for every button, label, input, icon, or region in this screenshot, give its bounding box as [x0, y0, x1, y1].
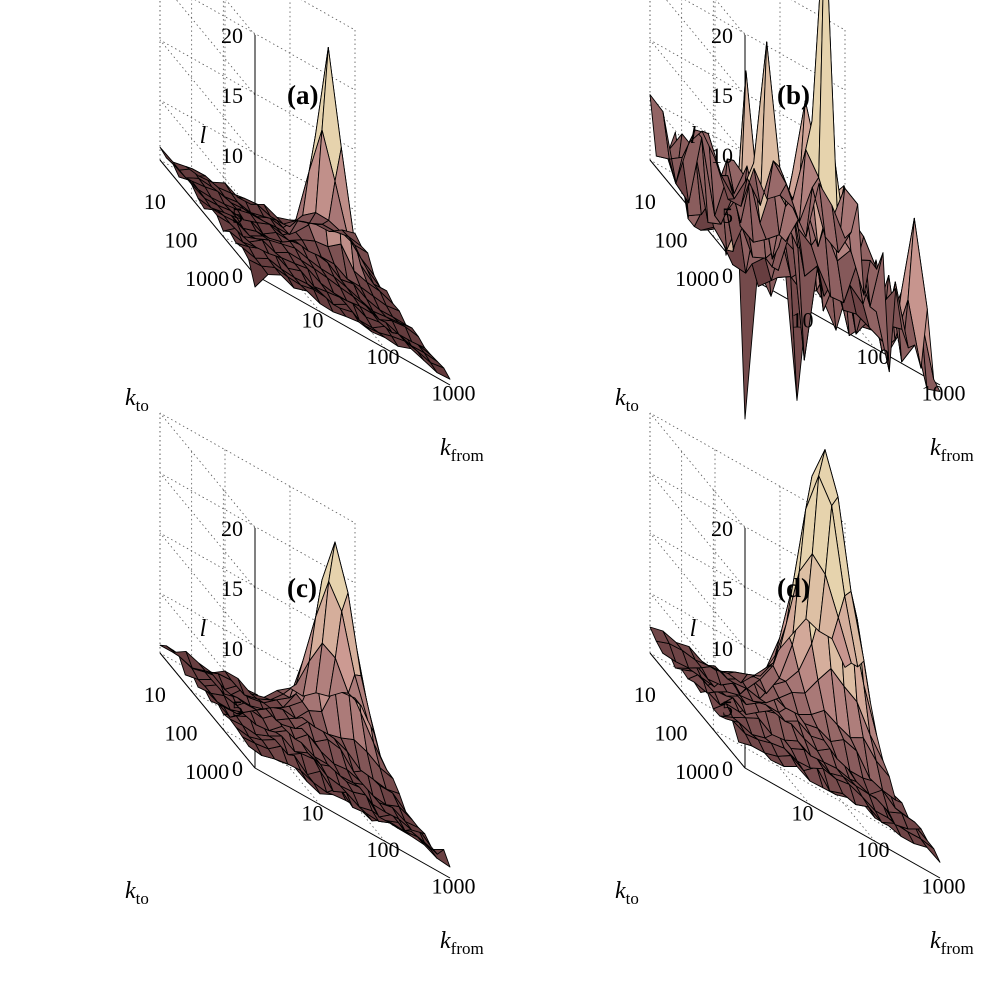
grid-line — [666, 0, 846, 96]
z-axis-label: l — [690, 616, 697, 642]
panel-label: (c) — [287, 573, 317, 603]
z-tick-label: 0 — [722, 756, 733, 781]
y-tick-label: 10 — [144, 189, 166, 214]
grid-line — [159, 39, 356, 156]
z-tick-label: 15 — [711, 83, 733, 108]
x-axis-line — [744, 274, 941, 386]
z-tick-label: 20 — [711, 23, 733, 48]
x-axis-line — [254, 767, 451, 879]
x-tick-label: 10 — [302, 800, 324, 825]
grid-line — [649, 532, 846, 649]
y-axis-label: kto — [615, 878, 639, 908]
z-tick-label: 0 — [232, 263, 243, 288]
surface-facet — [831, 617, 852, 668]
z-tick-label: 10 — [221, 143, 243, 168]
z-tick-label: 20 — [221, 516, 243, 541]
z-tick-label: 10 — [221, 636, 243, 661]
y-axis-line — [649, 652, 746, 769]
y-tick-label: 1000 — [675, 759, 719, 784]
y-tick-label: 100 — [165, 721, 198, 746]
x-axis-line — [254, 274, 451, 386]
x-axis-line — [744, 767, 941, 879]
grid-line — [649, 39, 846, 156]
x-tick-label: 100 — [367, 837, 400, 862]
surface-mesh — [649, 449, 941, 863]
surface-facet — [649, 94, 670, 160]
y-axis-line — [159, 159, 256, 276]
z-tick-label: 20 — [221, 23, 243, 48]
y-axis-label: kto — [125, 878, 149, 908]
z-tick-label: 10 — [711, 143, 733, 168]
grid-line — [159, 412, 356, 529]
y-tick-label: 100 — [165, 228, 198, 253]
panel-b: 0 5 10 15 20 10 100 1000 10 100 1000 l kto kfrom (b) — [615, 0, 974, 465]
x-axis-label: kfrom — [930, 928, 974, 958]
x-tick-label: 1000 — [432, 874, 476, 899]
surface-mesh — [649, 0, 941, 420]
x-axis-label: kfrom — [440, 928, 484, 958]
panel-c: 0 5 10 15 20 10 100 1000 10 100 1000 l kto kfrom (c) — [125, 412, 484, 958]
y-tick-label: 10 — [634, 682, 656, 707]
y-tick-label: 1000 — [185, 266, 229, 291]
z-axis-label: l — [690, 123, 697, 149]
x-axis-label: kfrom — [930, 435, 974, 465]
x-tick-label: 1000 — [922, 874, 966, 899]
z-tick-label: 5 — [722, 203, 733, 228]
z-tick-label: 5 — [722, 696, 733, 721]
y-axis-label: kto — [615, 385, 639, 415]
x-axis-label: kfrom — [440, 435, 484, 465]
surface-mesh — [159, 47, 451, 380]
surface-facet — [831, 205, 852, 254]
panel-a: 0 5 10 15 20 10 100 1000 10 100 1000 l kto kfrom (a) — [125, 0, 484, 465]
surface-facet — [920, 838, 941, 863]
z-tick-label: 15 — [711, 576, 733, 601]
grid-line — [159, 99, 356, 216]
x-tick-label: 100 — [367, 344, 400, 369]
surface-facet — [341, 229, 362, 247]
z-tick-label: 5 — [232, 203, 243, 228]
y-tick-label: 1000 — [185, 759, 229, 784]
z-tick-label: 20 — [711, 516, 733, 541]
y-tick-label: 1000 — [675, 266, 719, 291]
x-tick-label: 1000 — [432, 381, 476, 406]
grid-line — [225, 0, 356, 36]
grid-line — [649, 412, 846, 529]
x-tick-label: 100 — [857, 837, 890, 862]
panel-label: (d) — [777, 573, 810, 603]
y-axis-label: kto — [125, 385, 149, 415]
x-tick-label: 100 — [857, 344, 890, 369]
y-tick-label: 100 — [655, 721, 688, 746]
y-tick-label: 10 — [634, 189, 656, 214]
y-axis-line — [159, 652, 256, 769]
z-tick-label: 0 — [232, 756, 243, 781]
grid-line — [715, 0, 846, 36]
grid-line — [159, 472, 356, 589]
y-tick-label: 10 — [144, 682, 166, 707]
surface-mesh — [159, 541, 451, 868]
y-tick-label: 100 — [655, 228, 688, 253]
grid-line — [176, 0, 356, 96]
x-tick-label: 10 — [792, 800, 814, 825]
z-tick-label: 15 — [221, 576, 243, 601]
x-tick-label: 10 — [792, 307, 814, 332]
z-tick-label: 10 — [711, 636, 733, 661]
x-tick-label: 1000 — [922, 381, 966, 406]
z-tick-label: 0 — [722, 263, 733, 288]
grid-line — [649, 472, 846, 589]
surface-facet — [341, 692, 362, 707]
z-axis-label: l — [200, 616, 207, 642]
grid-line — [713, 729, 909, 841]
panel-d: 0 5 10 15 20 10 100 1000 10 100 1000 l kto kfrom (d) — [615, 412, 974, 958]
x-tick-label: 10 — [302, 307, 324, 332]
panel-label: (b) — [777, 80, 810, 110]
grid-line — [159, 532, 356, 649]
panel-label: (a) — [287, 80, 318, 110]
z-tick-label: 5 — [232, 696, 243, 721]
grid-line — [159, 592, 356, 709]
z-tick-label: 15 — [221, 83, 243, 108]
z-axis-label: l — [200, 123, 207, 149]
